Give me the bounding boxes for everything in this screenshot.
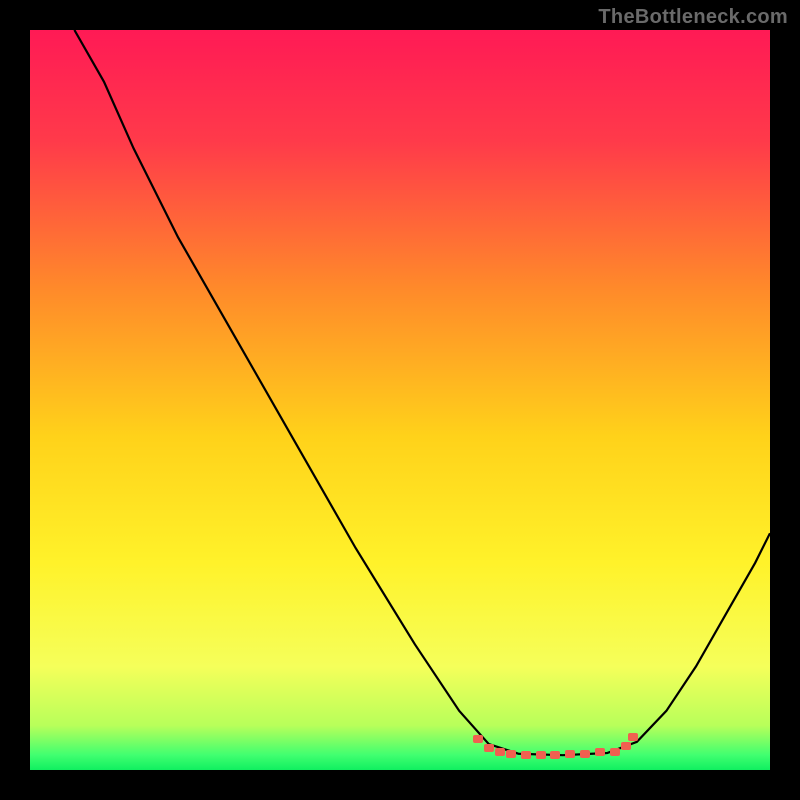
marker-dot — [565, 750, 575, 758]
marker-dot — [473, 735, 483, 743]
marker-dot — [550, 751, 560, 759]
marker-dot — [521, 751, 531, 759]
watermark-text: TheBottleneck.com — [598, 6, 788, 29]
optimal-markers — [30, 30, 770, 770]
marker-dot — [484, 744, 494, 752]
marker-dot — [610, 748, 620, 756]
marker-dot — [580, 750, 590, 758]
marker-dot — [506, 750, 516, 758]
marker-dot — [595, 748, 605, 756]
plot-area — [30, 30, 770, 770]
marker-dot — [628, 733, 638, 741]
marker-dot — [621, 742, 631, 750]
marker-dot — [495, 748, 505, 756]
marker-dot — [536, 751, 546, 759]
